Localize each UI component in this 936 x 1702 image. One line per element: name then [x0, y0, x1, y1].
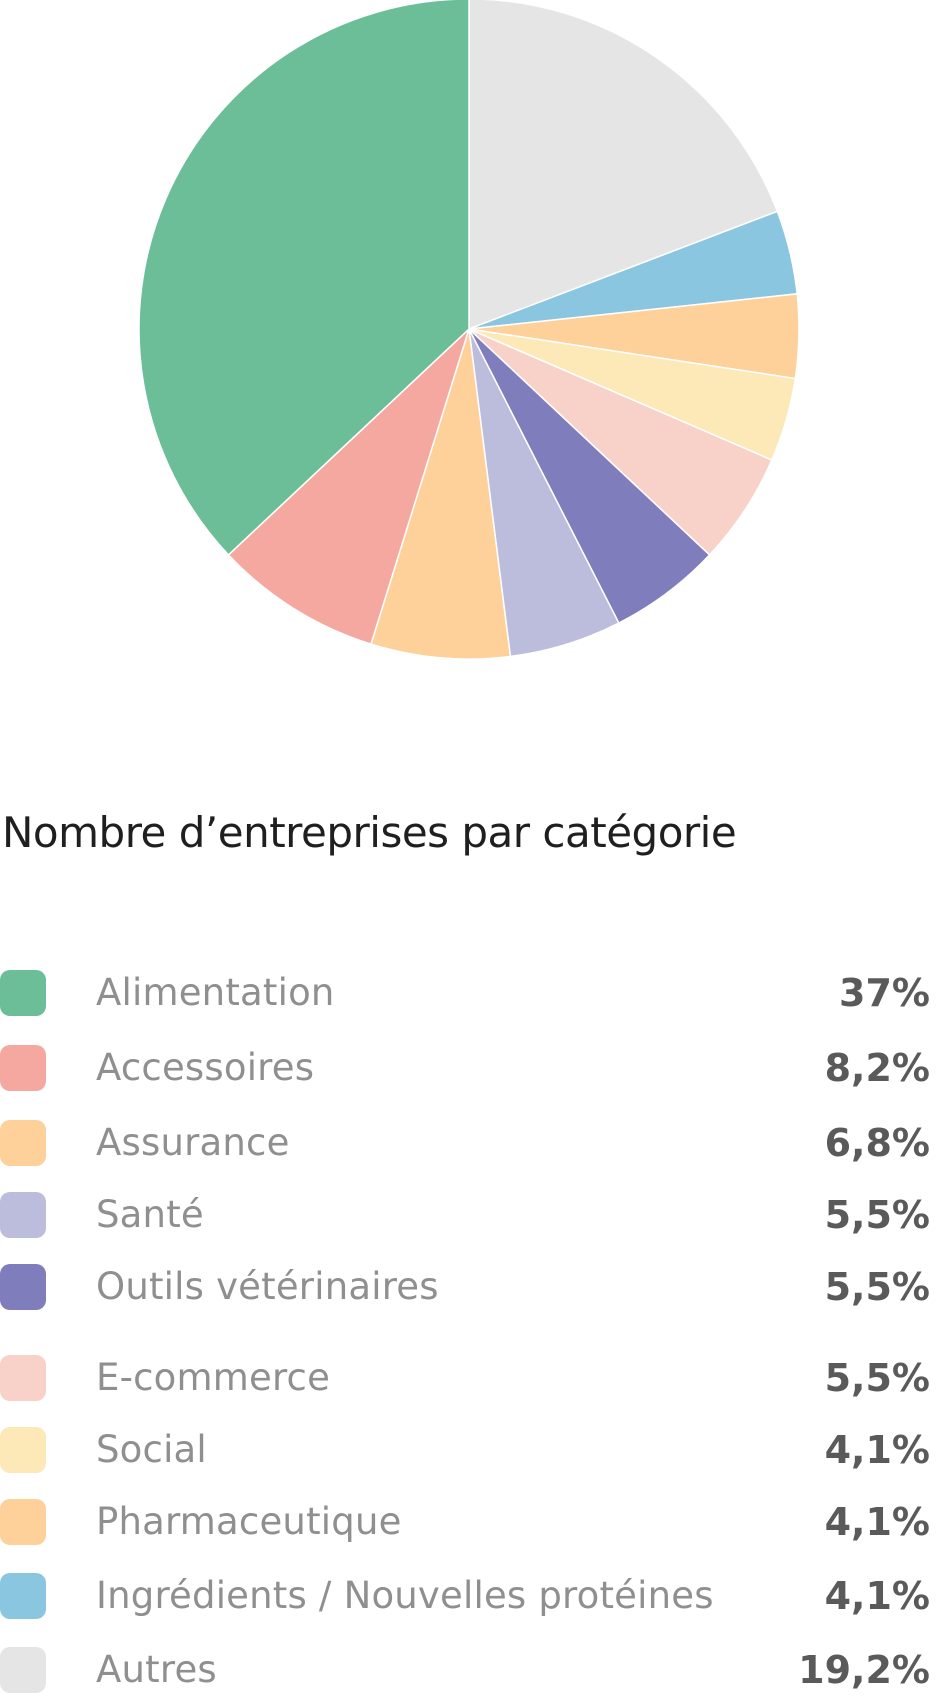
chart-title: Nombre d’entreprises par catégorie: [2, 808, 737, 857]
legend-swatch: [0, 1264, 46, 1310]
legend-swatch: [0, 1045, 46, 1091]
pie-slice-accessoires: [227, 326, 471, 646]
legend-label: Autres: [96, 1648, 217, 1691]
legend-value: 37%: [839, 971, 930, 1015]
legend-item-alimentation: Alimentation 37%: [0, 962, 936, 1022]
pie-chart: [0, 0, 936, 680]
legend-swatch: [0, 1499, 46, 1545]
legend-swatch: [0, 1427, 46, 1473]
legend-item-autres: Autres 19,2%: [0, 1639, 936, 1699]
legend-label: E-commerce: [96, 1356, 331, 1399]
legend-item-outils-veterinaires: Outils vétérinaires 5,5%: [0, 1256, 936, 1316]
legend-label: Social: [96, 1428, 207, 1471]
legend-value: 8,2%: [824, 1046, 930, 1090]
legend-label: Pharmaceutique: [96, 1500, 402, 1543]
legend-label: Santé: [96, 1193, 204, 1236]
legend-item-ingredients-nouvelles-proteines: Ingrédients / Nouvelles protéines 4,1%: [0, 1565, 936, 1625]
pie-svg: [138, 0, 800, 660]
legend-value: 4,1%: [824, 1428, 930, 1472]
legend-value: 5,5%: [824, 1356, 930, 1400]
legend-swatch: [0, 1192, 46, 1238]
pie-slice-autres: [468, 0, 779, 331]
legend-item-assurance: Assurance 6,8%: [0, 1112, 936, 1172]
legend-value: 19,2%: [798, 1648, 930, 1692]
legend-value: 4,1%: [824, 1574, 930, 1618]
legend-value: 5,5%: [824, 1193, 930, 1237]
legend-label: Outils vétérinaires: [96, 1265, 439, 1308]
legend-swatch: [0, 1355, 46, 1401]
legend-item-sante: Santé 5,5%: [0, 1184, 936, 1244]
pie-slice-alimentation: [138, 0, 470, 556]
legend-value: 6,8%: [824, 1121, 930, 1165]
legend-item-e-commerce: E-commerce 5,5%: [0, 1347, 936, 1407]
legend-label: Alimentation: [96, 971, 335, 1014]
legend-label: Ingrédients / Nouvelles protéines: [96, 1574, 714, 1617]
legend-value: 4,1%: [824, 1500, 930, 1544]
legend-label: Assurance: [96, 1121, 290, 1164]
legend-swatch: [0, 1573, 46, 1619]
pie-slice-assurance: [370, 328, 512, 660]
legend-value: 5,5%: [824, 1265, 930, 1309]
legend-item-pharmaceutique: Pharmaceutique 4,1%: [0, 1491, 936, 1551]
legend-item-social: Social 4,1%: [0, 1419, 936, 1479]
legend-swatch: [0, 1647, 46, 1693]
legend-swatch: [0, 970, 46, 1016]
legend-swatch: [0, 1120, 46, 1166]
legend-item-accessoires: Accessoires 8,2%: [0, 1037, 936, 1097]
legend-label: Accessoires: [96, 1046, 315, 1089]
